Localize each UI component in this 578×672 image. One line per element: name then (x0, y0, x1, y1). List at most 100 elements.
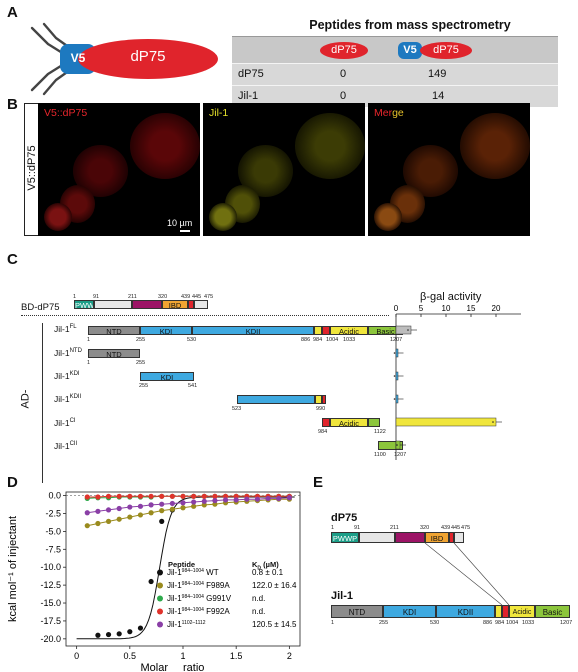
fl-num: 1004 (326, 337, 339, 343)
table-row: dP75 0 149 (232, 63, 558, 85)
bait-num: 439 (181, 294, 191, 300)
y-axis-label: kcal mol⁻¹ of injectant (7, 516, 19, 622)
legend-marker (157, 608, 163, 615)
data-point (116, 505, 122, 512)
table-title: Peptides from mass spectrometry (309, 18, 511, 32)
dp75-shape (78, 39, 218, 79)
acidic-domain: Acidic (509, 605, 535, 618)
row-value-2: 14 (432, 90, 445, 102)
basic-domain: Basic (535, 605, 570, 618)
v5-label: V5 (70, 51, 86, 65)
data-point (180, 493, 186, 499)
table-row: Jil-1 0 14 (232, 85, 558, 107)
row-label-fl: Jil-1FL (54, 324, 77, 334)
dp75-num: 91 (354, 525, 361, 531)
data-point (180, 500, 186, 506)
ad-label: AD- (19, 389, 32, 409)
data-point (137, 493, 144, 499)
bgal-point (407, 329, 409, 331)
ntd-domain: NTD (331, 605, 383, 618)
data-point (116, 493, 122, 499)
kdii-domain: KDII (436, 605, 495, 618)
acidic-domain: Acidic (330, 326, 368, 335)
data-point (105, 493, 112, 499)
micrograph-jil1: Jil-1 (203, 103, 365, 236)
data-point (191, 499, 197, 505)
fit-curve (87, 498, 290, 527)
data-point (169, 493, 175, 499)
data-point (212, 501, 218, 507)
bgal-point (393, 352, 396, 354)
row-value-1: 0 (340, 68, 347, 80)
yellow-linker (495, 605, 502, 618)
data-point (137, 625, 144, 631)
data-point (148, 502, 154, 508)
kdii-domain: KDII (192, 326, 314, 335)
data-point (212, 497, 218, 504)
row-label-ci: Jil-1CI (54, 418, 76, 428)
data-point (180, 505, 186, 511)
scale-bar-label: 10 µm (167, 218, 193, 228)
row-side-label: V5::dP75 (26, 145, 38, 191)
data-point (159, 518, 165, 524)
x-tick-label: 1.5 (230, 651, 243, 661)
dp75-num: 320 (420, 525, 430, 531)
ibd-domain: IBD (162, 300, 188, 309)
data-point (159, 508, 165, 514)
legend-kd: 122.0 ± 16.4 (252, 581, 297, 590)
micrograph-merge: Merge (368, 103, 530, 236)
dp75-num: 445 (451, 525, 461, 531)
kdii-num: 523 (232, 406, 242, 412)
data-point (191, 503, 197, 509)
fl-num: 1033 (343, 337, 356, 343)
bgal-tick-label: 10 (442, 304, 451, 313)
bait-num: 211 (128, 294, 137, 300)
data-point (127, 514, 133, 520)
legend-label: Jil-11102–1112 (167, 620, 206, 629)
bgal-tick-label: 0 (394, 304, 399, 313)
ntd-num: 255 (136, 360, 146, 366)
fl-num: 984 (313, 337, 323, 343)
channel-label-jil1: Jil-1 (209, 107, 229, 119)
y-tick-label: -5.0 (45, 526, 61, 536)
header-dp75-pill: dP75 (320, 42, 368, 59)
legend-marker (157, 621, 163, 628)
legend-kd: n.d. (252, 607, 265, 616)
data-point (95, 494, 101, 500)
jil1-num: 1 (331, 620, 335, 626)
data-point (127, 504, 133, 510)
construct-diagram (30, 22, 218, 96)
jil1-num: 1207 (560, 620, 573, 626)
kdi-domain: KDI (383, 605, 436, 618)
bgal-bar (395, 417, 497, 427)
bgal-tick-label: 5 (419, 304, 424, 313)
legend-marker (157, 569, 163, 576)
y-tick-label: 0.0 (48, 491, 61, 501)
x-tick-label: 2 (287, 651, 292, 661)
middle-domain (395, 532, 425, 543)
dp75-title: dP75 (331, 512, 358, 524)
data-point (105, 507, 112, 513)
bgal-point (393, 375, 396, 377)
ntd-domain: NTD (88, 326, 140, 335)
data-point (137, 503, 144, 509)
bgal-title: β-gal activity (420, 291, 482, 303)
data-point (84, 510, 90, 516)
data-point (201, 502, 207, 508)
kdii-num: 990 (316, 406, 326, 412)
data-point (276, 495, 282, 502)
cterm-domain (194, 300, 208, 309)
bgal-bar-chart: 0 5 10 15 20 (393, 304, 521, 460)
jil1-num: 255 (379, 620, 389, 626)
panel-letter-c: C (7, 251, 18, 268)
yellow-linker (315, 395, 322, 404)
channel-label-merge: Merge (374, 107, 404, 119)
data-point (84, 523, 90, 529)
cii-num: 1100 (374, 452, 386, 458)
bait-num: 445 (192, 294, 202, 300)
kdii-domain (237, 395, 315, 404)
acidic-domain: Acidic (330, 418, 368, 427)
x-tick-label: 0.5 (124, 651, 137, 661)
row-label-ntd: Jil-1NTD (54, 348, 82, 358)
data-point (233, 493, 239, 499)
